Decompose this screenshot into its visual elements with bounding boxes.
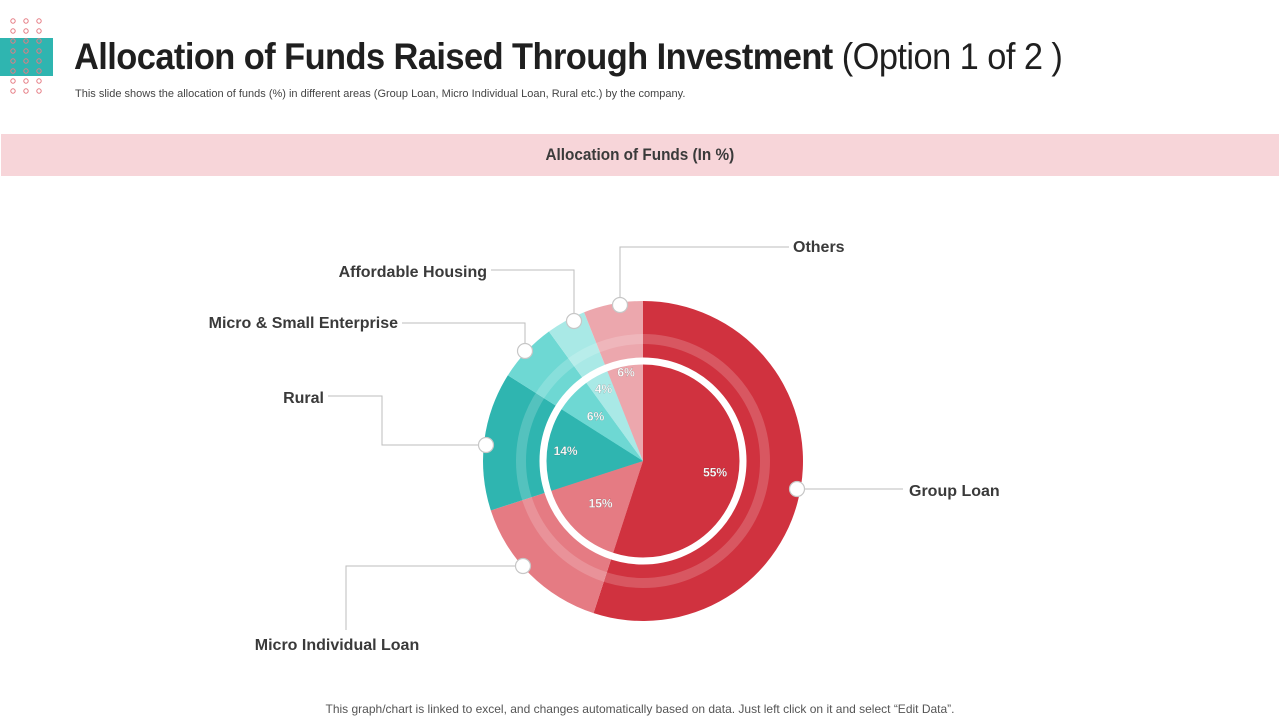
leader-anchor-micro-individual-loan [514,557,532,575]
leader-anchor-rural [477,436,495,454]
category-label-group-loan: Group Loan [909,483,1000,500]
title-main: Allocation of Funds Raised Through Inves… [74,36,833,77]
decor-dot [10,18,16,24]
leader-anchor-micro-and-small-enterprise [516,342,534,360]
decor-dot [10,58,16,64]
page-title: Allocation of Funds Raised Through Inves… [74,36,1063,78]
decorative-dot-grid-icon [0,18,53,94]
decor-dot [23,78,29,84]
title-option: (Option 1 of 2 ) [841,36,1063,77]
leader-line-others [619,246,789,305]
leader-line-micro-and-small-enterprise [402,322,526,351]
leader-anchor-group-loan [788,480,806,498]
decor-dot [23,48,29,54]
leader-line-micro-individual-loan [345,565,523,630]
section-header-band: Allocation of Funds (In %) [1,134,1279,176]
category-label-affordable-housing: Affordable Housing [339,264,487,281]
decor-dot [10,78,16,84]
decor-dot [36,58,42,64]
decor-dot [10,68,16,74]
decor-dot [36,68,42,74]
pie-slice-affordable-housing [584,368,643,461]
page-subtitle: This slide shows the allocation of funds… [75,88,686,100]
decor-dot [10,48,16,54]
pie-slice-rural [542,407,643,492]
decor-dot [36,88,42,94]
category-label-micro-individual-loan: Micro Individual Loan [255,637,419,654]
leader-line-affordable-housing [491,269,575,321]
decor-dot [36,48,42,54]
decor-dot [36,18,42,24]
footer-note: This graph/chart is linked to excel, and… [325,702,955,716]
decor-dot [23,28,29,34]
pct-label-rural: 14% [554,444,578,458]
leader-anchor-others [611,296,629,314]
pie-slice-micro-and-small-enterprise [558,380,643,461]
decor-dot [36,28,42,34]
pie-slice-group-loan [612,361,743,561]
pct-label-others: 6% [617,366,635,380]
category-label-rural: Rural [283,390,324,407]
category-label-others: Others [793,239,845,256]
decor-dot [23,88,29,94]
outer-ring-inner-highlight [516,334,770,588]
decor-dot [10,88,16,94]
inner-pie-border [539,357,747,565]
pie-slice-others [606,361,643,461]
category-label-micro-and-small-enterprise: Micro & Small Enterprise [209,315,398,332]
pie-slice-micro-individual-loan [547,461,643,557]
decor-dot [10,28,16,34]
decor-dot [23,68,29,74]
decor-dot [36,78,42,84]
decor-dot [23,18,29,24]
pct-label-micro-individual-loan: 15% [589,496,613,510]
pct-label-group-loan: 55% [703,465,727,479]
leader-anchor-affordable-housing [565,312,583,330]
decor-dot [36,38,42,44]
leader-line-rural [328,395,486,446]
decor-dot [10,38,16,44]
section-header-label: Allocation of Funds (In %) [545,145,735,164]
pct-label-micro-and-small-enterprise: 6% [587,410,605,424]
decor-dot [23,38,29,44]
decor-dot [23,58,29,64]
pct-label-affordable-housing: 4% [595,382,613,396]
